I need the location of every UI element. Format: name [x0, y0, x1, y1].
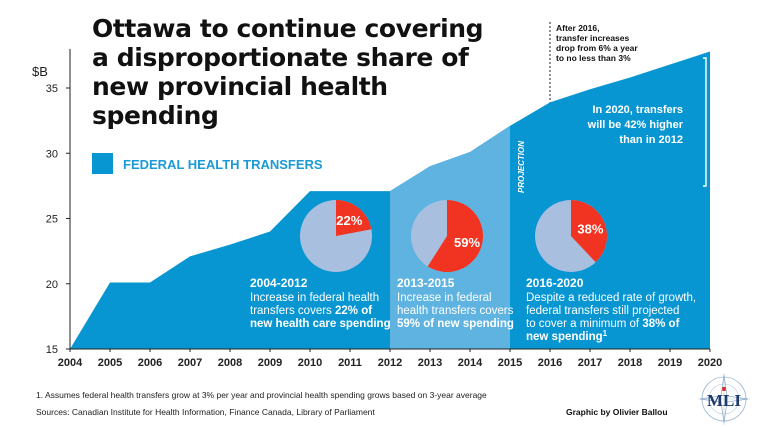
pie-2013-2015-slice [427, 200, 484, 273]
y-tick-label: 25 [46, 214, 58, 226]
caption-period: 2013-2015 [397, 276, 455, 290]
x-tick-label: 2011 [338, 357, 362, 369]
x-tick-label: 2020 [698, 357, 722, 369]
logo-text: MLI [707, 391, 741, 410]
caption-2013-2015: Increase in federal [397, 292, 492, 304]
caption-2016-2020: federal transfers still projected [526, 305, 679, 317]
annotation-after-2016: transfer increases [556, 33, 630, 43]
x-tick-label: 2018 [618, 357, 642, 369]
annotation-after-2016: to no less than 3% [556, 53, 631, 63]
y-tick-label: 20 [46, 279, 58, 291]
annotation-bracket [703, 57, 707, 187]
pie-label: 59% [454, 235, 480, 250]
legend-swatch [92, 153, 113, 174]
annotation-after-2016: After 2016, [556, 23, 599, 33]
y-tick-label: 30 [46, 148, 58, 160]
mli-compass-logo: MLI [698, 373, 750, 425]
legend-label: FEDERAL HEALTH TRANSFERS [123, 157, 323, 172]
chart-title: Ottawa to continue covering a disproport… [92, 14, 484, 130]
caption-2004-2012: transfers covers 22% of [250, 305, 372, 317]
caption-2013-2015: 59% of new spending [397, 318, 514, 330]
x-tick-label: 2009 [258, 357, 282, 369]
caption-2004-2012: Increase in federal health [250, 292, 379, 304]
caption-2013-2015: health transfers covers [397, 305, 514, 317]
graphic-credit: Graphic by Olivier Ballou [566, 407, 668, 417]
caption-period: 2016-2020 [526, 276, 584, 290]
annotation-in-2020: will be 42% higher [587, 119, 684, 131]
pie-label: 22% [336, 213, 362, 228]
footnote: 1. Assumes federal health transfers grow… [36, 390, 487, 400]
pie-2016-2020-slice [571, 200, 607, 263]
caption-2016-2020: Despite a reduced rate of growth, [526, 292, 696, 304]
x-tick-label: 2007 [178, 357, 202, 369]
logo-maple-leaf-icon [722, 387, 726, 391]
x-tick-label: 2008 [218, 357, 242, 369]
x-tick-label: 2017 [578, 357, 602, 369]
y-tick-label: 15 [46, 344, 58, 356]
x-tick-label: 2013 [418, 357, 442, 369]
x-tick-label: 2004 [58, 357, 83, 369]
y-axis-label: $B [32, 64, 48, 79]
sources: Sources: Canadian Institute for Health I… [36, 407, 375, 417]
x-tick-label: 2016 [538, 357, 562, 369]
x-tick-label: 2015 [498, 357, 522, 369]
x-tick-label: 2014 [458, 357, 483, 369]
caption-period: 2004-2012 [250, 276, 308, 290]
x-tick-label: 2005 [98, 357, 122, 369]
caption-2016-2020: to cover a minimum of 38% of [526, 318, 680, 330]
projection-label: PROJECTION [517, 141, 526, 193]
pie-2004-2012-slice [336, 200, 372, 236]
pie-label: 38% [577, 221, 603, 236]
logo-star-icon [699, 374, 749, 424]
caption-2004-2012: new health care spending [250, 318, 391, 330]
x-tick-label: 2010 [298, 357, 322, 369]
x-tick-label: 2006 [138, 357, 162, 369]
x-tick-label: 2012 [378, 357, 402, 369]
y-tick-label: 35 [46, 83, 58, 95]
x-tick-label: 2019 [658, 357, 682, 369]
annotation-after-2016: drop from 6% a year [556, 43, 638, 53]
annotation-in-2020: In 2020, transfers [593, 104, 684, 116]
caption-2016-2020: new spending1 [526, 329, 608, 343]
annotation-in-2020: than in 2012 [619, 134, 683, 146]
